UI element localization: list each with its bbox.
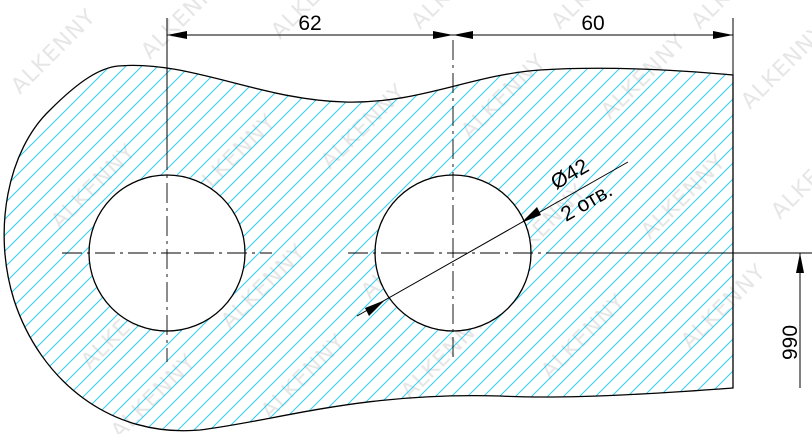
- arrow: [521, 207, 541, 223]
- watermark-text: ALKENNY: [457, 49, 552, 144]
- hatch-line: [317, 65, 734, 431]
- hatch-line: [397, 65, 734, 431]
- hatch-line: [4, 65, 225, 431]
- hatch-line: [589, 65, 734, 431]
- dim-right-label: 60: [581, 12, 604, 35]
- side-dimension: [560, 252, 812, 388]
- hatch-line: [301, 65, 734, 431]
- hatch-line: [333, 65, 734, 431]
- hatch-line: [4, 65, 209, 431]
- watermark-text: ALKENNY: [537, 289, 632, 384]
- hatch-line: [605, 65, 734, 431]
- hatch-line: [541, 65, 734, 431]
- hatch-line: [141, 65, 593, 431]
- arrow: [365, 300, 385, 316]
- hatch-line: [493, 65, 734, 431]
- hatch-line: [4, 65, 257, 431]
- watermark-text: ALKENNY: [7, 4, 102, 99]
- arrow: [167, 31, 187, 39]
- arrow: [433, 31, 453, 39]
- arrow: [796, 253, 804, 273]
- watermark-text: ALKENNY: [257, 329, 352, 424]
- dim-left-label: 62: [298, 12, 321, 35]
- watermark-text: ALKENNY: [677, 259, 772, 354]
- hatch-line: [4, 65, 177, 431]
- hatch-line: [413, 65, 734, 431]
- hatch-line: [461, 65, 734, 431]
- diameter-leader: [356, 161, 629, 317]
- hatch-line: [445, 65, 734, 431]
- watermark-text: ALKENNY: [767, 129, 812, 224]
- hatch-line: [573, 65, 734, 431]
- watermark-text: ALKENNY: [407, 0, 502, 34]
- watermark-text: ALKENNY: [737, 19, 812, 114]
- hatch-line: [381, 65, 734, 431]
- hatch-line: [4, 65, 273, 431]
- hatch-line: [557, 65, 734, 431]
- watermark-text: ALKENNY: [317, 79, 412, 174]
- arrow: [453, 31, 473, 39]
- hatch-line: [637, 65, 734, 431]
- hatch-line: [621, 65, 734, 431]
- hatch-line: [525, 65, 734, 431]
- hatch-line: [653, 65, 734, 431]
- top-dimensions: [166, 18, 734, 150]
- hatch-line: [365, 65, 734, 431]
- hatch-line: [509, 65, 734, 431]
- hatch-line: [349, 65, 734, 431]
- hatch-line: [4, 65, 241, 431]
- side-height-label: 990: [779, 325, 802, 360]
- hatch-line: [429, 65, 734, 431]
- hatch-line: [4, 65, 193, 431]
- hatch-line: [477, 65, 734, 431]
- watermark-text: ALKENNY: [687, 0, 782, 34]
- hatch-line: [4, 65, 17, 431]
- center-lines: [62, 40, 560, 362]
- arrow: [713, 31, 733, 39]
